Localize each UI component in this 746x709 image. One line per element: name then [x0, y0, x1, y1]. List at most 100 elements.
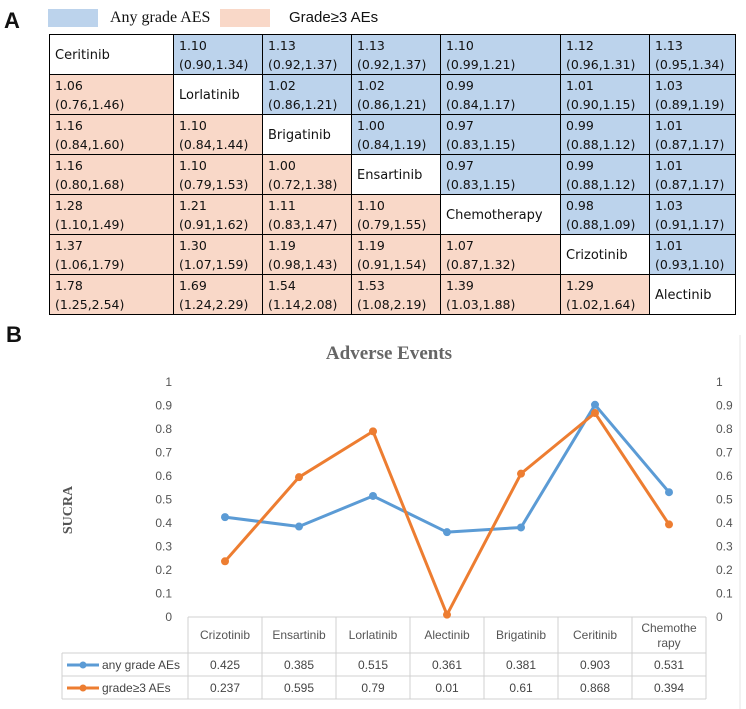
data-point	[221, 557, 229, 566]
league-row: Ceritinib 1.10 (0.90,1.34) 1.13 (0.92,1.37) 1…	[49, 34, 736, 75]
league-cell-ci: (0.91,1.54)	[357, 257, 427, 272]
chart-title: Adverse Events	[326, 343, 452, 364]
league-cell-any-grade: 1.03 (0.91,1.17)	[649, 194, 736, 235]
league-cell-ci: (0.84,1.19)	[357, 137, 427, 152]
league-cell-estimate: 1.16	[55, 118, 83, 133]
y-tick-label-right: 0.2	[716, 563, 733, 577]
league-cell-estimate: 1.54	[268, 278, 296, 293]
league-cell-estimate: 1.39	[446, 278, 474, 293]
league-cell-estimate: 1.37	[55, 238, 83, 253]
league-cell-any-grade: 1.02 (0.86,1.21)	[262, 74, 352, 115]
league-cell-any-grade: 1.01 (0.87,1.17)	[649, 154, 736, 195]
data-point	[591, 400, 599, 409]
league-cell-ci: (0.90,1.15)	[566, 97, 636, 112]
sucra-chart: Adverse Events SUCRA 0 0 0.1 0.1 0.2 0.2 0.3 0.3 0…	[0, 330, 746, 709]
league-cell-any-grade: 0.99 (0.88,1.12)	[560, 154, 650, 195]
x-category-label: Ceritinib	[573, 628, 617, 642]
league-cell-estimate: 1.00	[268, 158, 296, 173]
league-cell-grade3: 1.10 (0.84,1.44)	[173, 114, 263, 155]
series-name-label: grade≥3 AEs	[102, 681, 171, 695]
series-key-marker	[79, 684, 87, 692]
legend-swatch-any-grade	[48, 9, 98, 27]
y-tick-label-left: 0.1	[155, 587, 172, 601]
league-cell-estimate: 1.10	[179, 38, 207, 53]
league-cell-estimate: 1.01	[566, 78, 594, 93]
series-key-marker	[79, 661, 87, 669]
league-cell-estimate: 1.10	[357, 198, 385, 213]
league-cell-ci: (0.84,1.17)	[446, 97, 516, 112]
y-tick-label-left: 0.8	[155, 422, 172, 436]
table-value-label: 0.79	[361, 681, 385, 695]
y-tick-label-left: 1	[165, 375, 172, 389]
league-cell-any-grade: 1.13 (0.92,1.37)	[351, 34, 441, 75]
data-point	[517, 523, 525, 532]
league-cell-estimate: 0.97	[446, 118, 474, 133]
table-value-label: 0.237	[210, 681, 240, 695]
league-cell-ci: (1.03,1.88)	[446, 297, 516, 312]
table-value-label: 0.361	[432, 658, 462, 672]
table-value-label: 0.01	[435, 681, 459, 695]
league-cell-any-grade: 0.97 (0.83,1.15)	[440, 154, 561, 195]
league-cell-ci: (0.79,1.55)	[357, 217, 427, 232]
panel-b-letter: B	[6, 322, 22, 347]
x-category-label: Crizotinib	[200, 628, 250, 642]
league-cell-ci: (0.92,1.37)	[357, 57, 427, 72]
league-cell-estimate: 0.97	[446, 158, 474, 173]
league-cell-grade3: 1.06 (0.76,1.46)	[49, 74, 174, 115]
table-value-label: 0.394	[654, 681, 684, 695]
data-point	[443, 528, 451, 537]
data-point	[369, 491, 377, 500]
league-cell-ci: (1.14,2.08)	[268, 297, 338, 312]
table-value-label: 0.425	[210, 658, 240, 672]
league-cell-ci: (0.76,1.46)	[55, 97, 125, 112]
y-tick-label-right: 0.1	[716, 587, 733, 601]
league-cell-estimate: 1.28	[55, 198, 83, 213]
league-treatment-cell: Chemotherapy	[440, 194, 561, 235]
league-row: 1.78 (1.25,2.54) 1.69 (1.24,2.29) 1.54 (1.14,…	[49, 274, 736, 315]
league-cell-estimate: 1.01	[655, 238, 683, 253]
league-cell-grade3: 1.10 (0.79,1.55)	[351, 194, 441, 235]
table-value-label: 0.903	[580, 658, 610, 672]
league-cell-estimate: 1.01	[655, 118, 683, 133]
data-point	[295, 473, 303, 482]
league-cell-ci: (1.25,2.54)	[55, 297, 125, 312]
y-tick-label-right: 0.8	[716, 422, 733, 436]
league-cell-any-grade: 1.01 (0.87,1.17)	[649, 114, 736, 155]
league-cell-estimate: 1.30	[179, 238, 207, 253]
league-cell-grade3: 1.21 (0.91,1.62)	[173, 194, 263, 235]
y-tick-label-right: 0.3	[716, 540, 733, 554]
league-cell-ci: (0.86,1.21)	[357, 97, 427, 112]
data-point	[221, 513, 229, 522]
league-cell-grade3: 1.00 (0.72,1.38)	[262, 154, 352, 195]
league-cell-any-grade: 1.00 (0.84,1.19)	[351, 114, 441, 155]
legend-label-any-grade: Any grade AES	[110, 9, 211, 26]
league-cell-ci: (0.79,1.53)	[179, 177, 249, 192]
data-point	[591, 409, 599, 418]
league-cell-grade3: 1.10 (0.79,1.53)	[173, 154, 263, 195]
x-category-label: Alectinib	[424, 628, 470, 642]
table-value-label: 0.595	[284, 681, 314, 695]
league-cell-any-grade: 1.10 (0.90,1.34)	[173, 34, 263, 75]
league-cell-any-grade: 1.03 (0.89,1.19)	[649, 74, 736, 115]
table-value-label: 0.515	[358, 658, 388, 672]
league-cell-ci: (0.99,1.21)	[446, 57, 516, 72]
league-cell-any-grade: 1.02 (0.86,1.21)	[351, 74, 441, 115]
league-cell-ci: (0.91,1.17)	[655, 217, 725, 232]
table-value-label: 0.381	[506, 658, 536, 672]
league-cell-ci: (0.84,1.60)	[55, 137, 125, 152]
x-category-label: Chemothe	[641, 621, 697, 635]
series-name-label: any grade AEs	[102, 658, 180, 672]
league-cell-grade3: 1.37 (1.06,1.79)	[49, 234, 174, 275]
league-cell-ci: (1.08,2.19)	[357, 297, 427, 312]
y-tick-label-left: 0	[165, 610, 172, 624]
league-cell-grade3: 1.28 (1.10,1.49)	[49, 194, 174, 235]
x-category-label: Lorlatinib	[349, 628, 398, 642]
league-cell-ci: (1.06,1.79)	[55, 257, 125, 272]
league-cell-ci: (0.80,1.68)	[55, 177, 125, 192]
league-cell-grade3: 1.11 (0.83,1.47)	[262, 194, 352, 235]
league-cell-ci: (0.98,1.43)	[268, 257, 338, 272]
legend-label-grade3: Grade≥3 AEs	[289, 9, 379, 26]
league-cell-grade3: 1.78 (1.25,2.54)	[49, 274, 174, 315]
league-cell-ci: (0.88,1.12)	[566, 137, 636, 152]
league-cell-any-grade: 1.01 (0.90,1.15)	[560, 74, 650, 115]
